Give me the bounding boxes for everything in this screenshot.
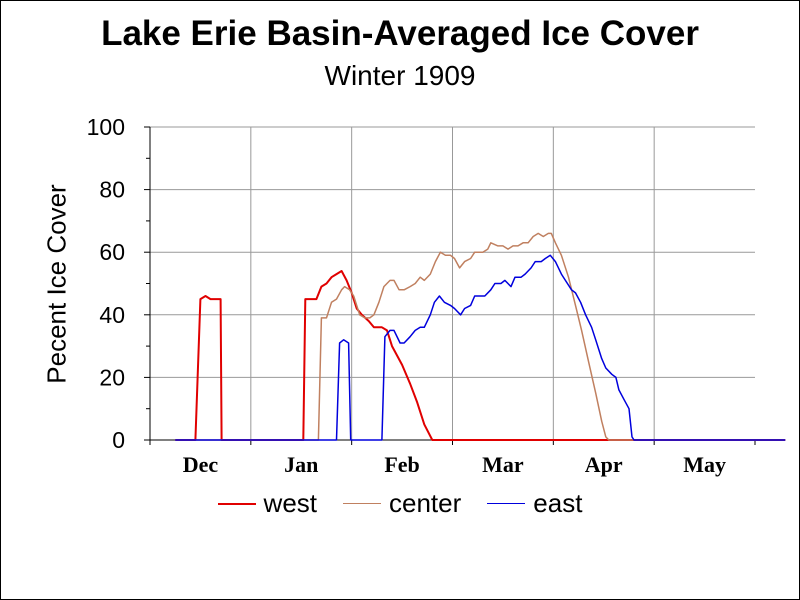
y-tick-label: 100 — [87, 114, 125, 140]
legend: west center east — [0, 488, 800, 519]
grid — [150, 126, 755, 440]
legend-item-center: center — [343, 488, 461, 519]
x-tick-label: Mar — [482, 452, 524, 477]
legend-label-west: west — [263, 488, 318, 518]
x-tick-label: Apr — [585, 452, 623, 477]
series-line-west — [175, 270, 786, 441]
axes: 0 20 40 60 80 100 Dec Jan Feb Mar Apr May — [87, 114, 756, 477]
legend-swatch-center — [343, 503, 382, 504]
chart-title: Lake Erie Basin-Averaged Ice Cover — [101, 14, 699, 53]
x-tick-label: Feb — [384, 452, 419, 477]
legend-item-east: east — [487, 488, 582, 519]
x-tick-label: May — [683, 452, 726, 477]
y-tick-label: 60 — [99, 239, 125, 265]
legend-swatch-west — [217, 502, 256, 505]
chart-subtitle: Winter 1909 — [324, 60, 476, 91]
legend-label-center: center — [389, 488, 462, 518]
y-tick-label: 40 — [99, 302, 125, 328]
legend-item-west: west — [217, 488, 318, 519]
legend-swatch-east — [487, 503, 526, 504]
y-tick-label: 20 — [99, 364, 125, 390]
x-tick-label: Jan — [284, 452, 318, 477]
series-line-center — [175, 232, 786, 441]
y-tick-label: 80 — [99, 177, 125, 203]
y-tick-label: 0 — [112, 427, 125, 453]
x-tick-label: Dec — [183, 452, 219, 477]
series-line-east — [175, 254, 786, 441]
legend-label-east: east — [533, 488, 583, 518]
series-lines — [175, 232, 786, 441]
